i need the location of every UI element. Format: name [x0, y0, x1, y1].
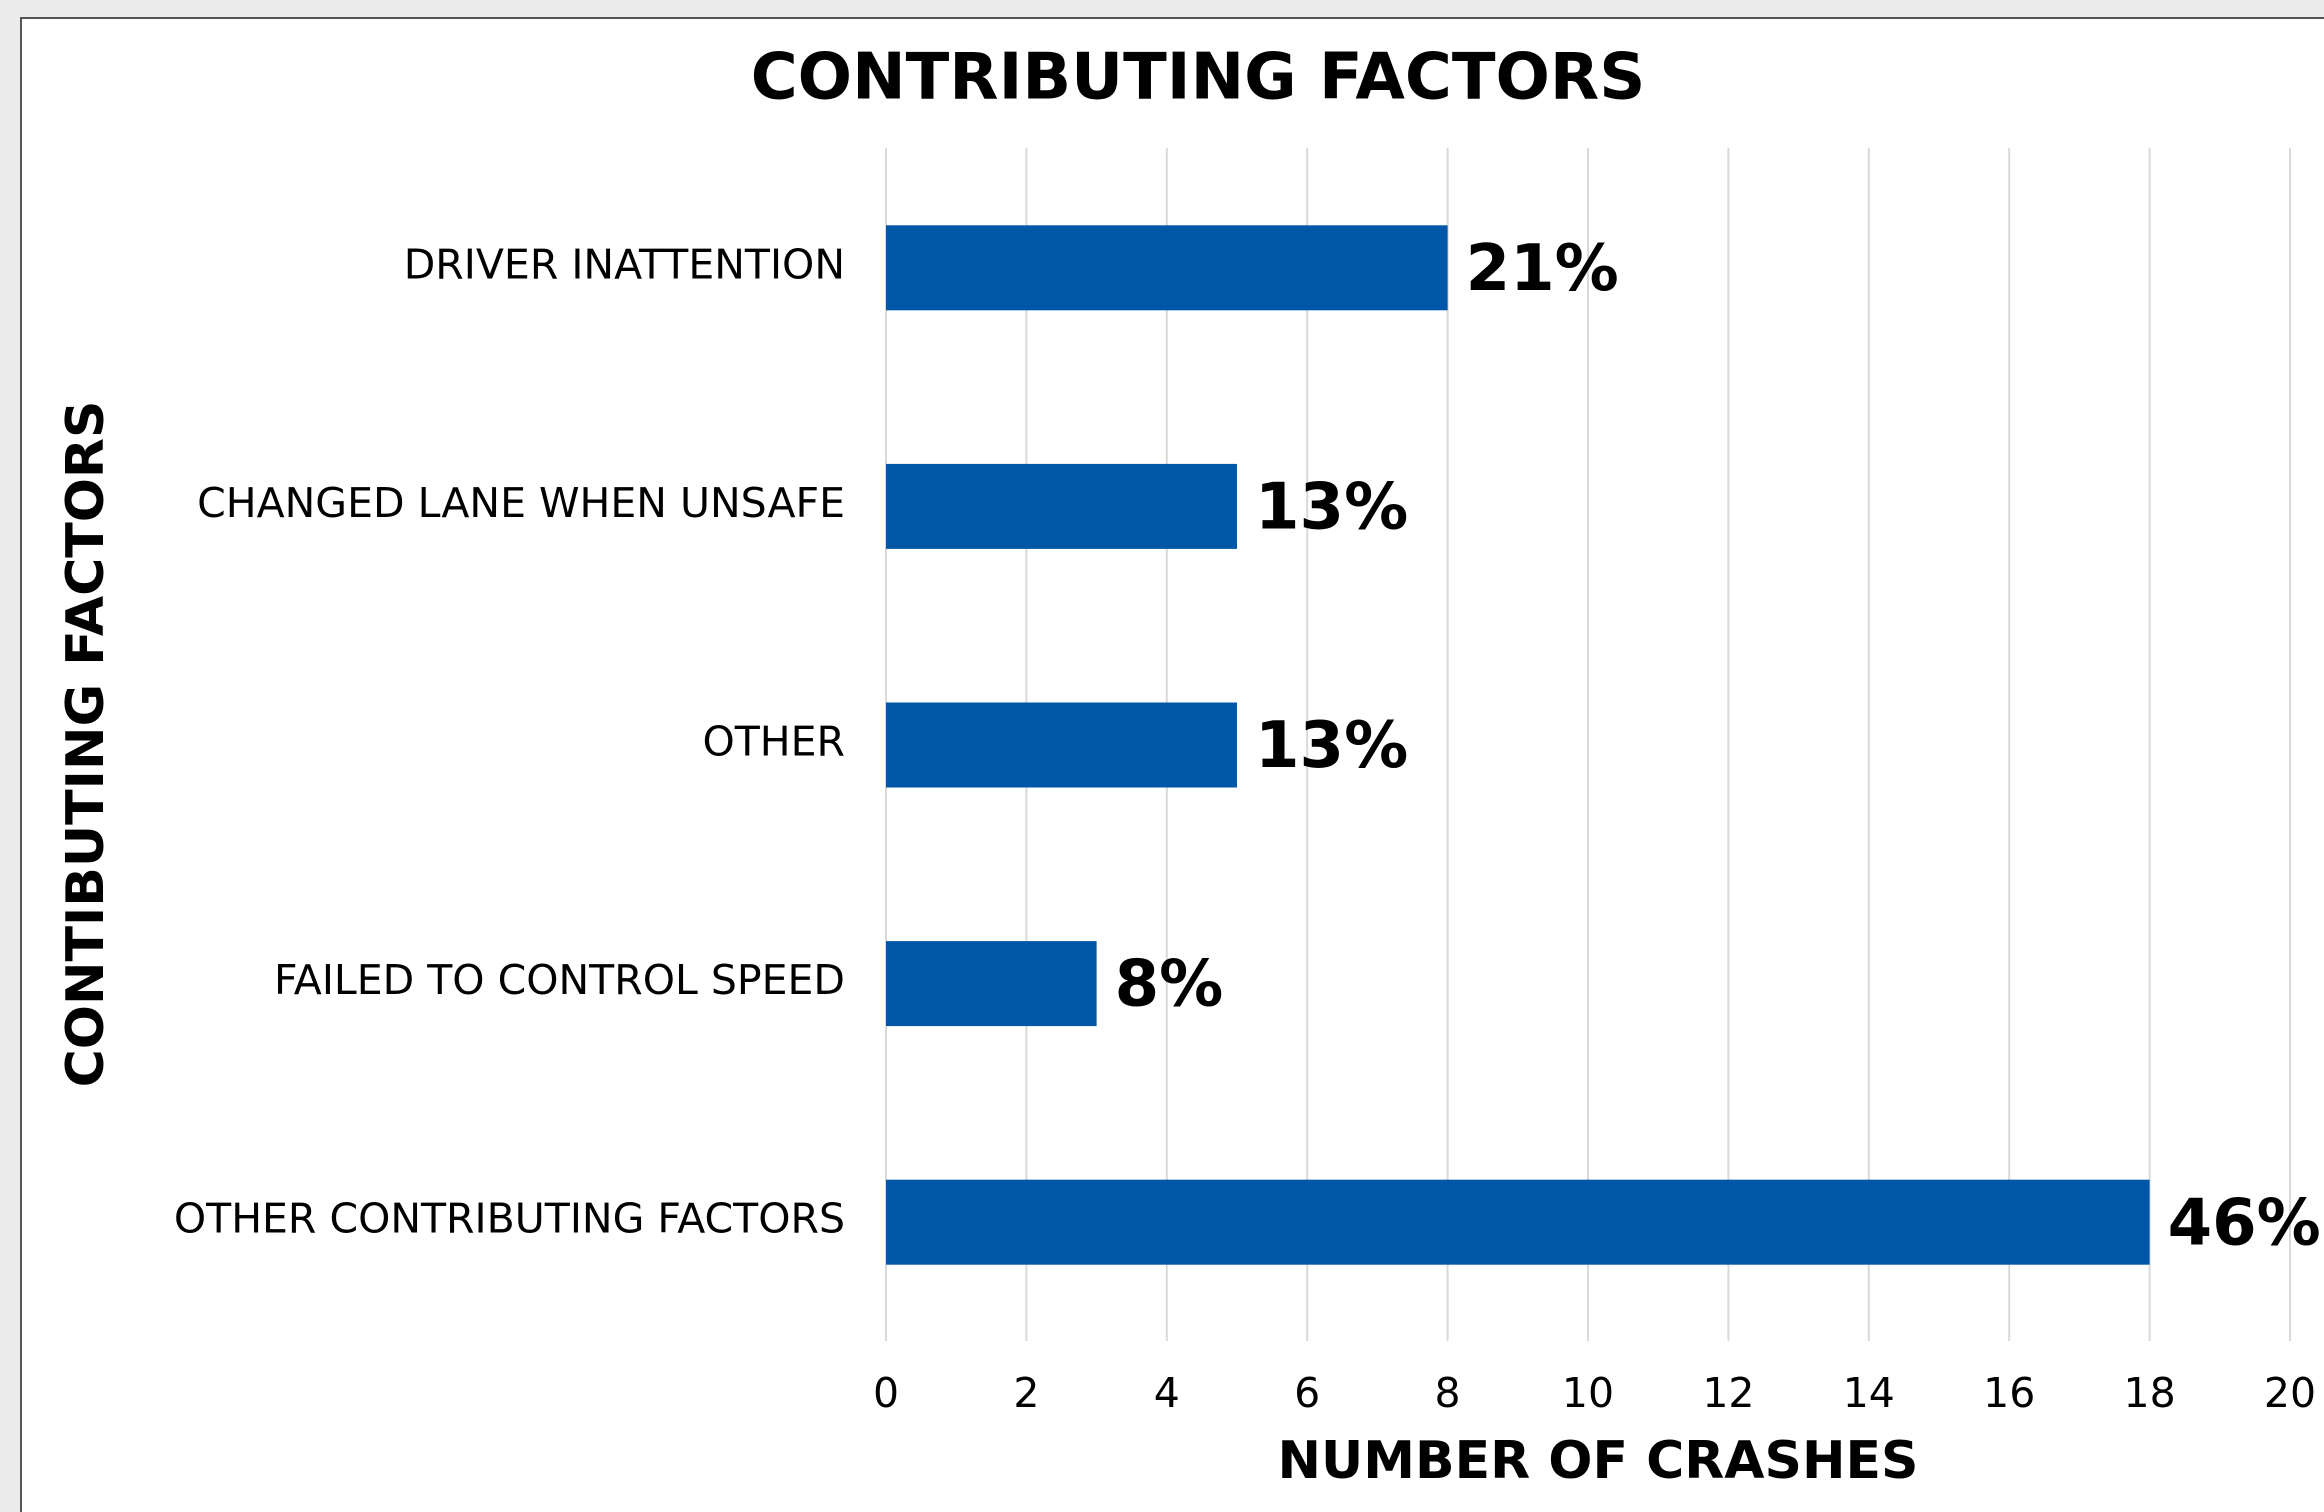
y-tick-label: DRIVER INATTENTION — [404, 240, 845, 288]
x-tick-label: 10 — [1562, 1369, 1614, 1417]
bar — [886, 463, 1237, 549]
data-label: 21% — [1466, 232, 1619, 306]
y-tick-label: OTHER — [702, 718, 845, 766]
chart-title: CONTRIBUTING FACTORS — [751, 41, 1646, 115]
x-tick-label: 14 — [1843, 1369, 1895, 1417]
x-tick-label: 18 — [2124, 1369, 2176, 1417]
x-axis-label: NUMBER OF CRASHES — [1277, 1431, 1918, 1491]
y-tick-label: FAILED TO CONTROL SPEED — [274, 956, 845, 1004]
x-tick-label: 2 — [1013, 1369, 1039, 1417]
x-tick-label: 4 — [1154, 1369, 1180, 1417]
bar — [886, 225, 1448, 311]
y-tick-label: OTHER CONTRIBUTING FACTORS — [174, 1195, 845, 1243]
data-label: 8% — [1115, 948, 1224, 1022]
y-tick-label: CHANGED LANE WHEN UNSAFE — [197, 479, 845, 527]
x-tick-label: 20 — [2264, 1369, 2316, 1417]
x-tick-label: 8 — [1435, 1369, 1461, 1417]
bar — [886, 1179, 2150, 1265]
x-tick-label: 16 — [1983, 1369, 2035, 1417]
x-tick-label: 6 — [1294, 1369, 1320, 1417]
bar — [886, 702, 1237, 788]
bar — [886, 941, 1097, 1027]
data-label: 13% — [1255, 470, 1408, 544]
y-axis-label: CONTIBUTING FACTORS — [56, 401, 116, 1088]
data-label: 46% — [2168, 1186, 2321, 1260]
x-tick-label: 12 — [1702, 1369, 1754, 1417]
x-tick-label: 0 — [873, 1369, 899, 1417]
data-label: 13% — [1255, 709, 1408, 783]
